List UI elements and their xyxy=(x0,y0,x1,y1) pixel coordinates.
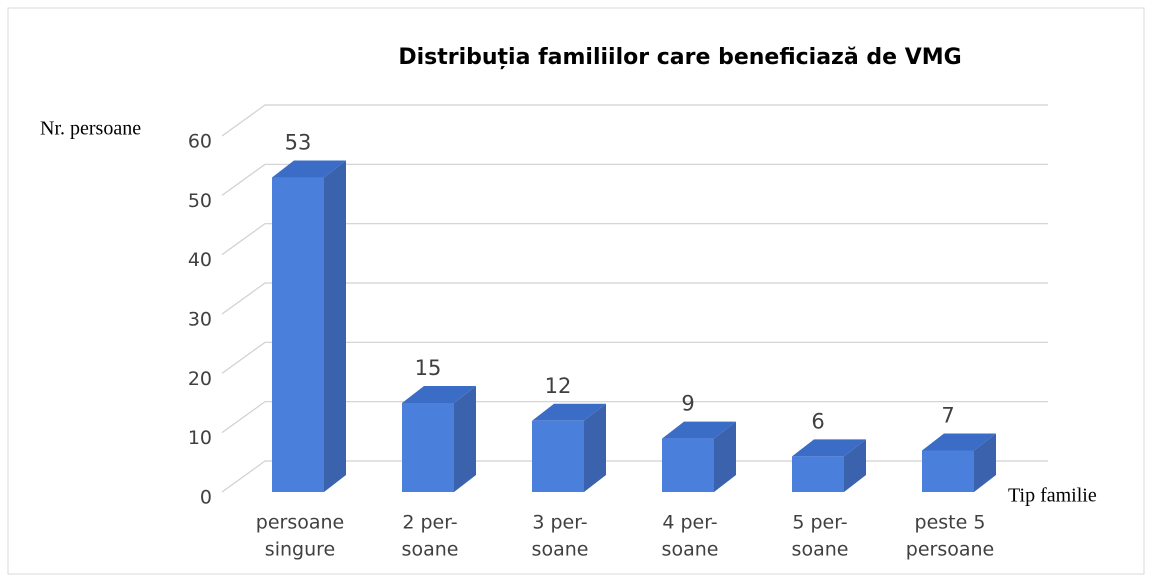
data-label: 53 xyxy=(285,131,312,155)
bar-side xyxy=(974,433,996,492)
data-label: 12 xyxy=(545,374,572,398)
x-tick-label: 5 per- xyxy=(792,512,847,534)
x-tick-label: 3 per- xyxy=(532,512,587,534)
grid-line xyxy=(221,163,1048,196)
y-tick-label: 50 xyxy=(188,190,212,212)
x-tick-label: 2 per- xyxy=(402,512,457,534)
x-tick-label: soane xyxy=(532,539,589,561)
x-tick-label: 4 per- xyxy=(662,512,717,534)
bar-top xyxy=(402,386,476,403)
grid-line xyxy=(221,282,1048,315)
bar xyxy=(272,177,324,493)
x-tick-label: persoane xyxy=(906,539,994,561)
x-tick-label: soane xyxy=(792,539,849,561)
grid-line xyxy=(221,460,1048,493)
y-tick-label: 30 xyxy=(188,309,212,331)
bar-top xyxy=(532,403,606,421)
x-tick-label: persoane xyxy=(256,512,344,534)
x-tick-label: soane xyxy=(662,539,719,561)
chart-title: Distribuția familiilor care beneficiază … xyxy=(398,45,961,70)
grid-line xyxy=(221,104,1048,137)
y-tick-label: 10 xyxy=(188,427,212,449)
y-tick-label: 20 xyxy=(188,368,212,390)
bar-top xyxy=(792,439,866,457)
data-label: 6 xyxy=(811,409,824,433)
grid-line xyxy=(221,341,1048,374)
bar-side xyxy=(454,386,476,492)
bar-side xyxy=(584,403,606,492)
y-tick-label: 60 xyxy=(188,131,212,153)
y-tick-label: 0 xyxy=(200,487,212,509)
x-tick-label: soane xyxy=(402,539,459,561)
bar-side xyxy=(324,160,346,493)
data-label: 7 xyxy=(941,403,954,427)
grid-line xyxy=(221,401,1048,434)
x-tick-label: singure xyxy=(265,539,335,561)
bar xyxy=(402,403,454,492)
grid-line xyxy=(221,223,1048,256)
bar xyxy=(532,420,584,492)
x-tick-label: peste 5 xyxy=(915,512,986,534)
x-axis-label: Tip familie xyxy=(1008,485,1097,507)
y-axis-label: Nr. persoane xyxy=(40,118,141,140)
bar-side xyxy=(844,439,866,492)
bar xyxy=(792,456,844,492)
bar-side xyxy=(714,421,736,492)
bar xyxy=(662,438,714,492)
bar-top xyxy=(922,433,996,451)
bar-top xyxy=(272,160,346,178)
bar-top xyxy=(662,421,736,439)
data-label: 15 xyxy=(415,356,442,380)
bar xyxy=(922,450,974,492)
data-label: 9 xyxy=(681,392,694,416)
y-tick-label: 40 xyxy=(188,249,212,271)
